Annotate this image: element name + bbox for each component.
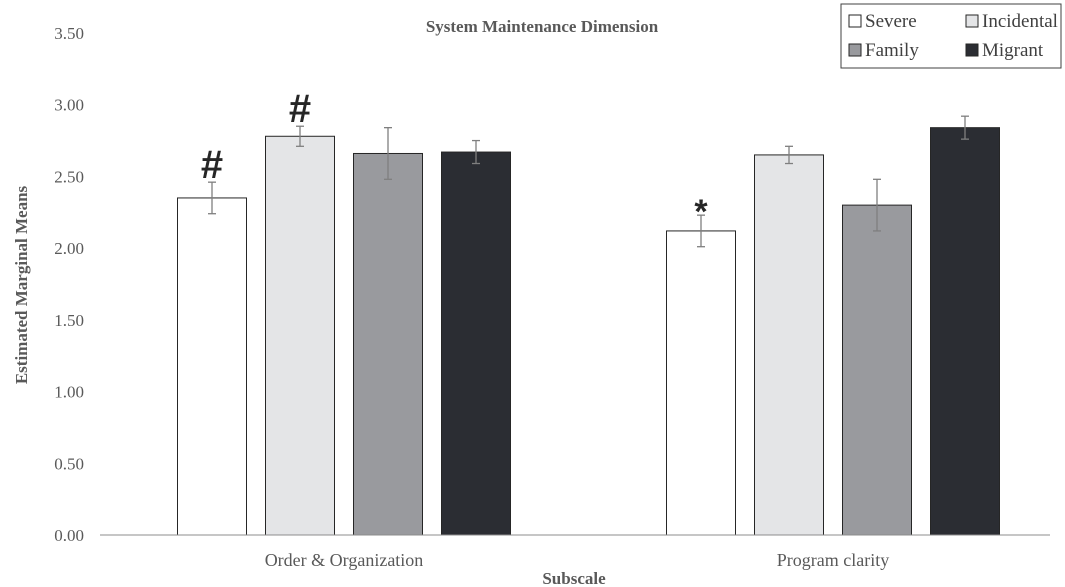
legend-swatch bbox=[965, 43, 979, 57]
legend-swatch bbox=[848, 43, 862, 57]
category-label: Order & Organization bbox=[265, 550, 424, 570]
significance-marker: # bbox=[201, 143, 223, 187]
error-bar bbox=[961, 115, 969, 140]
error-bar bbox=[384, 127, 392, 180]
y-tick-label: 2.00 bbox=[54, 239, 84, 258]
bar-severe-2 bbox=[666, 230, 736, 536]
bar-family-1 bbox=[353, 152, 423, 536]
legend: Severe Incidental Family Migrant bbox=[840, 3, 1062, 69]
error-bar bbox=[296, 125, 304, 147]
y-tick-label: 0.00 bbox=[54, 526, 84, 545]
y-axis-title: Estimated Marginal Means bbox=[12, 185, 31, 384]
error-bar bbox=[472, 139, 480, 165]
y-tick-label: 3.00 bbox=[54, 96, 84, 115]
error-bar bbox=[208, 181, 216, 215]
y-axis-ticks: 0.00 0.50 1.00 1.50 2.00 2.50 3.00 3.50 bbox=[54, 24, 84, 545]
y-tick-label: 2.50 bbox=[54, 167, 84, 186]
legend-item-incidental: Incidental bbox=[965, 11, 1058, 32]
legend-box bbox=[840, 3, 1062, 69]
chart-title: System Maintenance Dimension bbox=[426, 17, 659, 36]
y-tick-label: 1.50 bbox=[54, 311, 84, 330]
error-bar bbox=[873, 178, 881, 232]
error-bars bbox=[208, 115, 969, 248]
bar-incidental-1 bbox=[265, 135, 335, 536]
y-tick-label: 1.00 bbox=[54, 383, 84, 402]
y-tick-label: 3.50 bbox=[54, 24, 84, 43]
bars bbox=[177, 127, 1000, 536]
y-tick-label: 0.50 bbox=[54, 454, 84, 473]
error-bar bbox=[785, 145, 793, 165]
legend-swatch bbox=[965, 14, 979, 28]
bar-severe-1 bbox=[177, 197, 247, 536]
significance-marker: * bbox=[694, 193, 708, 231]
category-labels: Order & Organization Program clarity bbox=[265, 550, 890, 570]
bar-incidental-2 bbox=[754, 154, 824, 536]
bar-migrant-2 bbox=[930, 127, 1000, 536]
significance-marker: # bbox=[289, 87, 311, 131]
bar-migrant-1 bbox=[441, 151, 511, 536]
legend-item-family: Family bbox=[848, 40, 919, 61]
legend-item-migrant: Migrant bbox=[965, 40, 1044, 61]
legend-swatch bbox=[848, 14, 862, 28]
legend-item-severe: Severe bbox=[848, 11, 917, 32]
bar-family-2 bbox=[842, 204, 912, 536]
legend-label: Severe bbox=[865, 11, 917, 32]
error-bar bbox=[697, 214, 705, 248]
x-axis-title: Subscale bbox=[542, 569, 606, 587]
legend-label: Migrant bbox=[982, 40, 1044, 61]
legend-label: Incidental bbox=[982, 11, 1058, 32]
category-label: Program clarity bbox=[777, 550, 889, 570]
legend-label: Family bbox=[865, 40, 919, 61]
significance-annotations: # # * bbox=[201, 87, 709, 231]
